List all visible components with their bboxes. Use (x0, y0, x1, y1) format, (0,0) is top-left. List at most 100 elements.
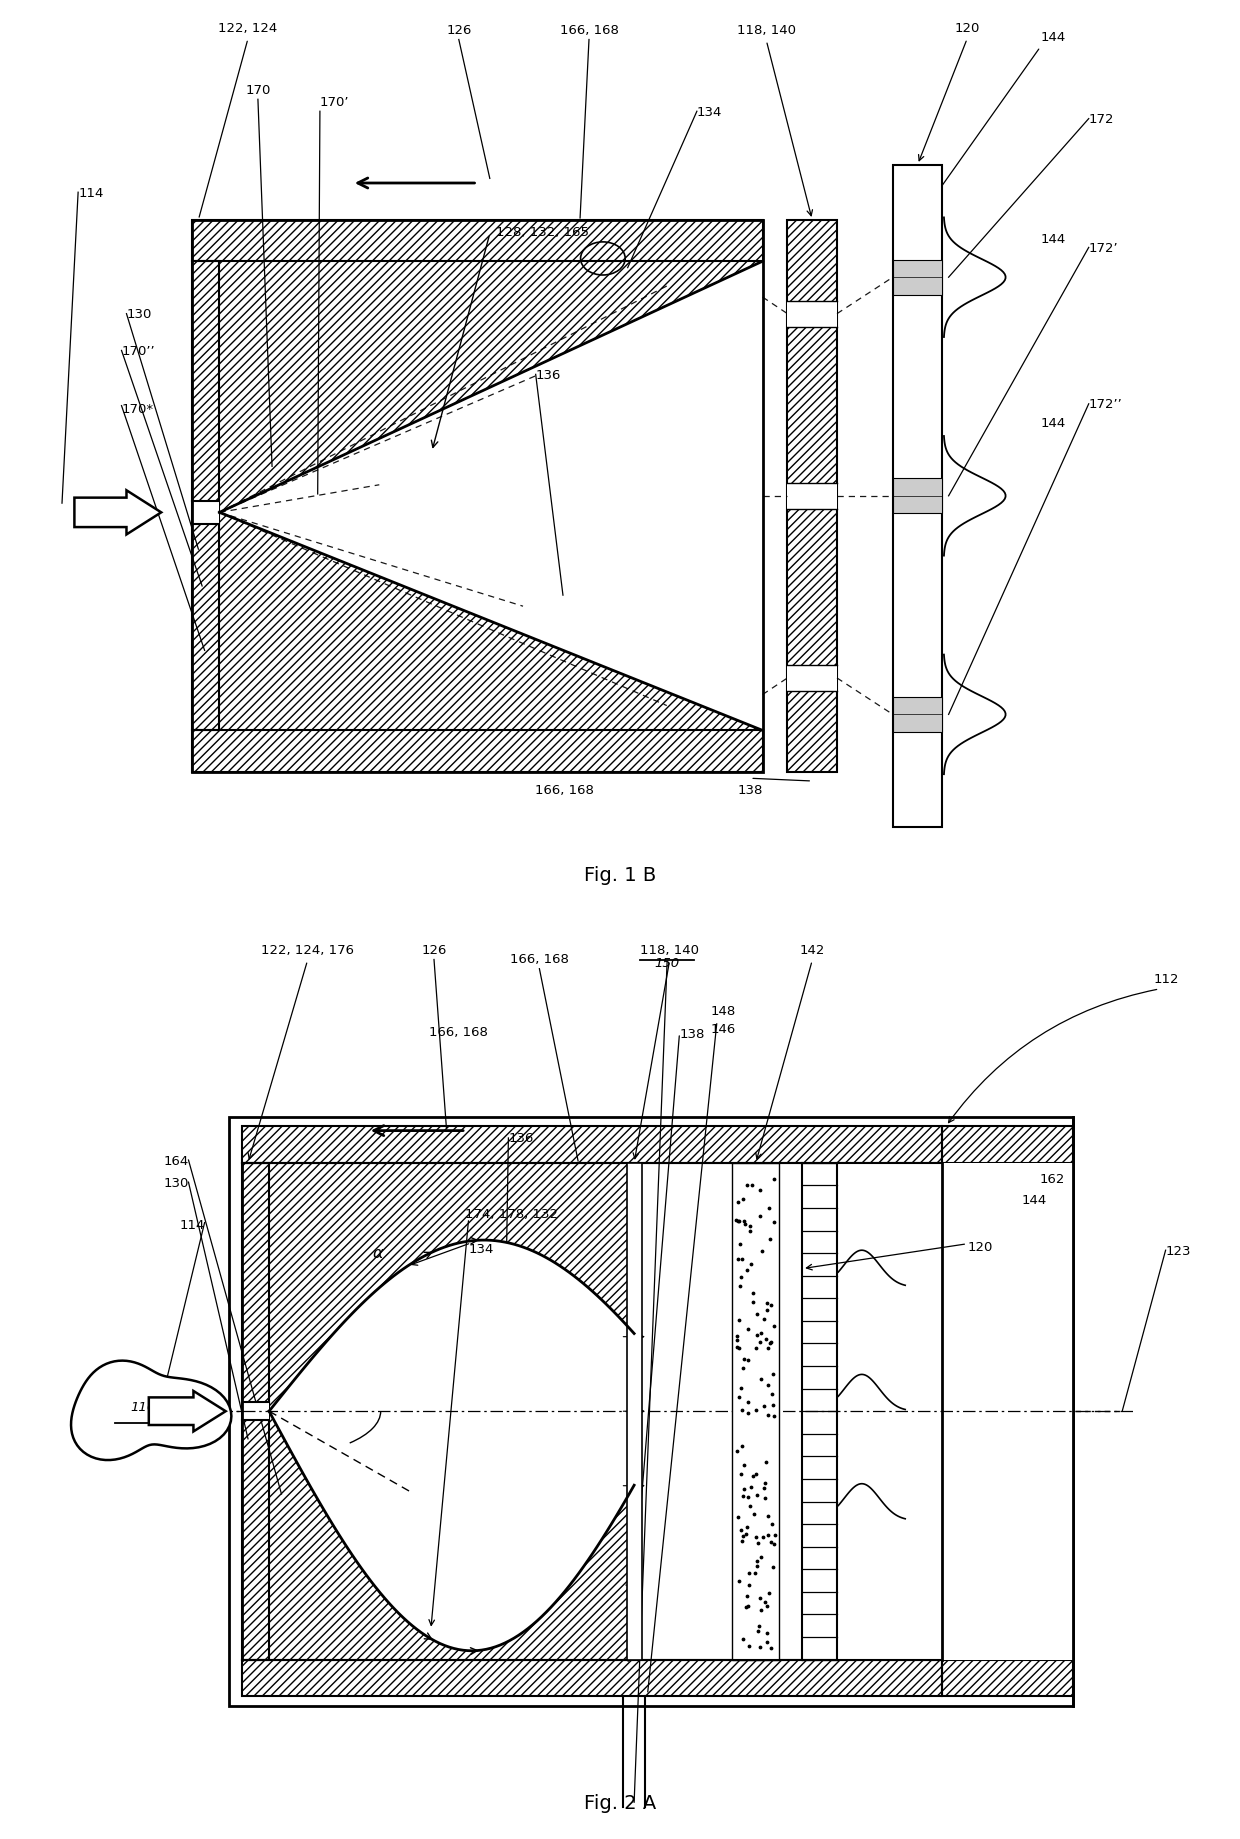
Bar (242, 1659, 942, 1696)
Point (737, 1582, 756, 1611)
Point (733, 1354, 753, 1383)
Text: 166, 168: 166, 168 (559, 24, 619, 37)
Point (761, 1328, 781, 1357)
Point (732, 1526, 751, 1556)
Point (734, 1451, 754, 1480)
Point (761, 1633, 781, 1662)
Text: 116: 116 (130, 1399, 155, 1414)
Point (748, 1320, 768, 1350)
Text: 170: 170 (246, 83, 270, 96)
Point (738, 1171, 758, 1201)
Text: 144: 144 (1040, 416, 1065, 430)
Point (745, 1333, 765, 1363)
Point (758, 1618, 777, 1648)
Text: 166, 168: 166, 168 (510, 953, 569, 965)
Point (734, 1475, 754, 1504)
Point (746, 1300, 766, 1330)
Point (755, 1587, 775, 1616)
Text: α: α (373, 1245, 383, 1260)
Point (755, 1484, 775, 1513)
Point (739, 1631, 759, 1661)
Point (760, 1330, 780, 1359)
Bar (192, 221, 763, 261)
Text: 122, 124: 122, 124 (218, 22, 278, 35)
Point (746, 1396, 766, 1425)
Point (735, 1519, 755, 1548)
Point (728, 1502, 748, 1532)
Point (763, 1361, 782, 1390)
Bar (192, 221, 763, 772)
Point (732, 1431, 751, 1460)
Bar (787, 302, 837, 327)
Bar (192, 261, 219, 730)
Text: 166, 168: 166, 168 (534, 783, 594, 796)
Point (728, 1188, 748, 1217)
Point (758, 1399, 777, 1429)
Point (727, 1436, 746, 1466)
Text: 118, 140: 118, 140 (737, 24, 796, 37)
Point (764, 1401, 784, 1431)
Text: 118, 140: 118, 140 (640, 943, 699, 956)
Point (764, 1390, 784, 1420)
Bar (242, 1164, 269, 1659)
Point (734, 1344, 754, 1374)
Text: 166, 168: 166, 168 (429, 1024, 489, 1039)
Point (751, 1365, 771, 1394)
Point (758, 1370, 777, 1399)
Bar (192, 502, 219, 524)
Point (732, 1245, 751, 1274)
Point (745, 1523, 765, 1552)
Text: 126: 126 (446, 24, 471, 37)
Text: 138: 138 (680, 1028, 704, 1041)
Point (760, 1291, 780, 1320)
Point (727, 1205, 746, 1234)
Text: 114: 114 (180, 1217, 205, 1232)
Bar (893, 261, 942, 296)
Point (746, 1547, 766, 1576)
Point (729, 1206, 749, 1236)
Text: 128, 132, 165: 128, 132, 165 (496, 226, 589, 239)
Bar (787, 666, 837, 691)
Point (764, 1208, 784, 1238)
Bar (219, 261, 763, 730)
Polygon shape (269, 1241, 634, 1651)
Point (743, 1171, 763, 1201)
Point (745, 1559, 765, 1589)
Point (763, 1552, 782, 1582)
Point (754, 1392, 774, 1422)
Bar (229, 1116, 1073, 1707)
Point (764, 1164, 784, 1194)
Point (734, 1206, 754, 1236)
Text: 172: 172 (1089, 112, 1115, 127)
Text: 130: 130 (126, 307, 151, 322)
FancyArrow shape (74, 491, 161, 535)
Text: Fig. 1 B: Fig. 1 B (584, 866, 656, 885)
Polygon shape (269, 1162, 634, 1412)
Text: 112: 112 (1153, 973, 1179, 986)
Point (730, 1460, 750, 1490)
Point (756, 1295, 776, 1324)
Point (759, 1194, 779, 1223)
Point (748, 1616, 768, 1646)
Point (729, 1206, 749, 1236)
Point (751, 1319, 771, 1348)
Polygon shape (219, 261, 763, 730)
Point (728, 1333, 748, 1363)
Text: 164: 164 (164, 1153, 188, 1168)
Point (730, 1263, 750, 1293)
Polygon shape (71, 1361, 232, 1460)
Point (758, 1521, 777, 1550)
Point (750, 1633, 770, 1662)
Text: 114: 114 (78, 186, 103, 200)
Point (756, 1591, 776, 1620)
Bar (893, 697, 942, 732)
Text: 136: 136 (536, 368, 560, 383)
Text: 142: 142 (800, 943, 825, 956)
Point (758, 1501, 777, 1530)
Point (728, 1322, 748, 1352)
Text: _______: _______ (590, 1810, 650, 1828)
Point (740, 1491, 760, 1521)
Text: 134: 134 (469, 1241, 494, 1256)
Bar (269, 1164, 634, 1659)
Point (755, 1469, 775, 1499)
